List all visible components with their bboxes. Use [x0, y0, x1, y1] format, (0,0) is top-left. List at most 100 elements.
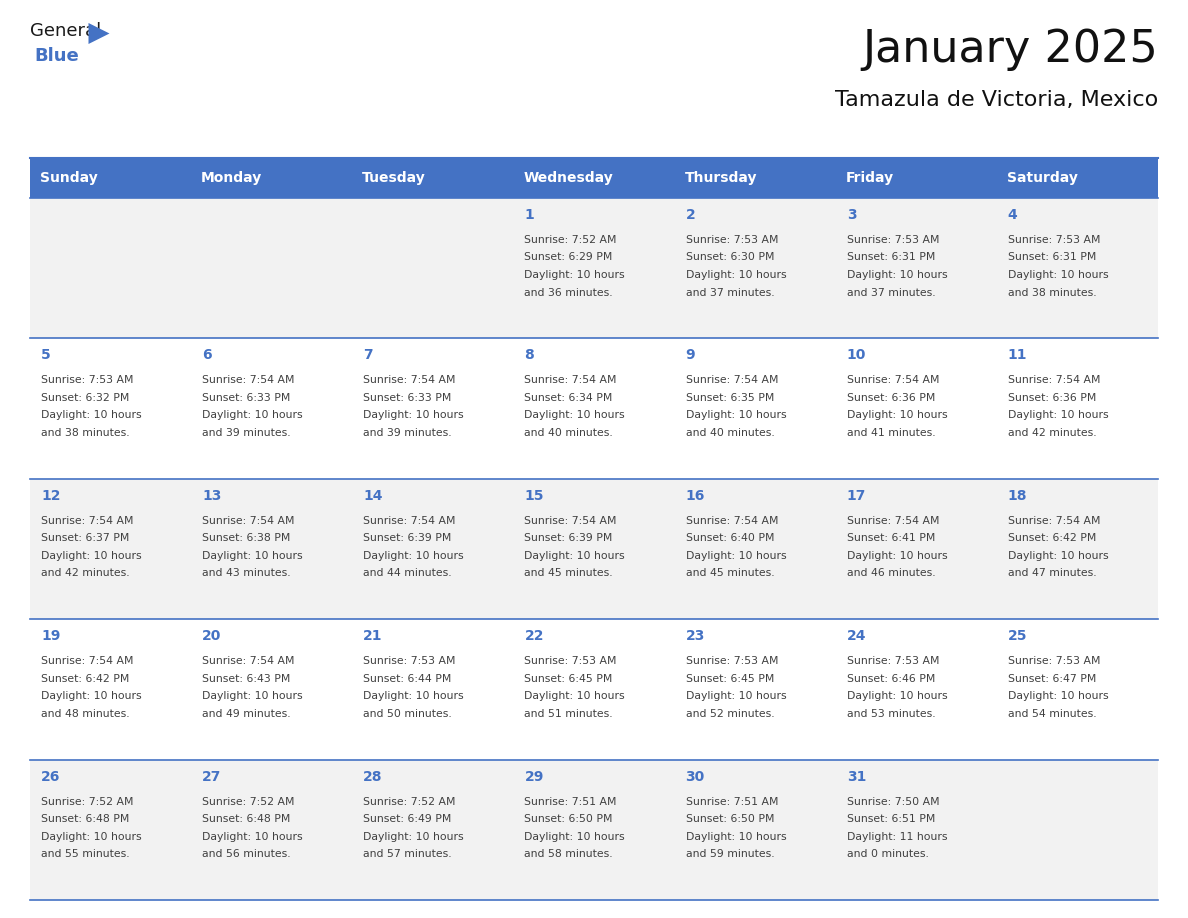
Text: Daylight: 10 hours: Daylight: 10 hours — [685, 832, 786, 842]
Text: and 54 minutes.: and 54 minutes. — [1007, 709, 1097, 719]
Text: Daylight: 10 hours: Daylight: 10 hours — [1007, 410, 1108, 420]
Text: 18: 18 — [1007, 488, 1028, 503]
Text: and 0 minutes.: and 0 minutes. — [847, 849, 929, 859]
Text: and 39 minutes.: and 39 minutes. — [202, 428, 291, 438]
Text: Sunrise: 7:51 AM: Sunrise: 7:51 AM — [685, 797, 778, 807]
Text: and 37 minutes.: and 37 minutes. — [847, 287, 935, 297]
Text: Sunset: 6:43 PM: Sunset: 6:43 PM — [202, 674, 291, 684]
Text: Daylight: 10 hours: Daylight: 10 hours — [524, 551, 625, 561]
Text: and 50 minutes.: and 50 minutes. — [364, 709, 453, 719]
Text: Sunset: 6:42 PM: Sunset: 6:42 PM — [1007, 533, 1097, 543]
Text: 21: 21 — [364, 629, 383, 644]
Text: 30: 30 — [685, 769, 704, 784]
Text: 29: 29 — [524, 769, 544, 784]
Text: Daylight: 10 hours: Daylight: 10 hours — [202, 551, 303, 561]
Bar — [30, 339, 1158, 479]
Text: 26: 26 — [42, 769, 61, 784]
Text: and 52 minutes.: and 52 minutes. — [685, 709, 775, 719]
Text: Sunset: 6:33 PM: Sunset: 6:33 PM — [364, 393, 451, 403]
Text: and 42 minutes.: and 42 minutes. — [42, 568, 129, 578]
Text: 2: 2 — [685, 208, 695, 222]
Text: Sunset: 6:50 PM: Sunset: 6:50 PM — [685, 814, 775, 824]
Text: 23: 23 — [685, 629, 704, 644]
Bar — [675, 158, 835, 198]
Text: Daylight: 10 hours: Daylight: 10 hours — [42, 832, 141, 842]
Text: 14: 14 — [364, 488, 383, 503]
Text: Sunset: 6:33 PM: Sunset: 6:33 PM — [202, 393, 291, 403]
Text: and 53 minutes.: and 53 minutes. — [847, 709, 935, 719]
Text: 1: 1 — [524, 208, 535, 222]
Text: 15: 15 — [524, 488, 544, 503]
Text: Sunrise: 7:54 AM: Sunrise: 7:54 AM — [364, 516, 456, 526]
Text: 28: 28 — [364, 769, 383, 784]
Text: and 40 minutes.: and 40 minutes. — [524, 428, 613, 438]
Text: Blue: Blue — [34, 47, 80, 65]
Text: 22: 22 — [524, 629, 544, 644]
Text: Sunrise: 7:52 AM: Sunrise: 7:52 AM — [524, 235, 617, 245]
Text: and 49 minutes.: and 49 minutes. — [202, 709, 291, 719]
Text: Saturday: Saturday — [1007, 171, 1078, 185]
Text: Sunset: 6:48 PM: Sunset: 6:48 PM — [42, 814, 129, 824]
Text: 19: 19 — [42, 629, 61, 644]
Text: and 38 minutes.: and 38 minutes. — [42, 428, 129, 438]
Text: Daylight: 10 hours: Daylight: 10 hours — [685, 410, 786, 420]
Text: Sunrise: 7:54 AM: Sunrise: 7:54 AM — [685, 516, 778, 526]
Text: Sunrise: 7:54 AM: Sunrise: 7:54 AM — [364, 375, 456, 386]
Text: Daylight: 10 hours: Daylight: 10 hours — [847, 691, 947, 701]
Bar — [835, 158, 997, 198]
Text: Sunset: 6:47 PM: Sunset: 6:47 PM — [1007, 674, 1097, 684]
Text: Sunrise: 7:54 AM: Sunrise: 7:54 AM — [847, 516, 940, 526]
Text: Friday: Friday — [846, 171, 893, 185]
Text: Sunrise: 7:53 AM: Sunrise: 7:53 AM — [42, 375, 133, 386]
Text: Sunrise: 7:52 AM: Sunrise: 7:52 AM — [364, 797, 456, 807]
Bar — [997, 158, 1158, 198]
Text: 27: 27 — [202, 769, 221, 784]
Text: Sunrise: 7:52 AM: Sunrise: 7:52 AM — [42, 797, 133, 807]
Text: 11: 11 — [1007, 349, 1028, 363]
Bar — [513, 158, 675, 198]
Text: Sunrise: 7:51 AM: Sunrise: 7:51 AM — [524, 797, 617, 807]
Text: Daylight: 10 hours: Daylight: 10 hours — [524, 270, 625, 280]
Text: Sunset: 6:38 PM: Sunset: 6:38 PM — [202, 533, 291, 543]
Text: 4: 4 — [1007, 208, 1018, 222]
Bar — [30, 198, 1158, 339]
Text: Sunday: Sunday — [40, 171, 97, 185]
Text: Monday: Monday — [201, 171, 263, 185]
Text: and 45 minutes.: and 45 minutes. — [524, 568, 613, 578]
Text: Sunrise: 7:52 AM: Sunrise: 7:52 AM — [202, 797, 295, 807]
Text: and 48 minutes.: and 48 minutes. — [42, 709, 129, 719]
Text: 8: 8 — [524, 349, 535, 363]
Text: and 44 minutes.: and 44 minutes. — [364, 568, 451, 578]
Text: January 2025: January 2025 — [862, 28, 1158, 71]
Text: Sunset: 6:40 PM: Sunset: 6:40 PM — [685, 533, 775, 543]
Text: Daylight: 10 hours: Daylight: 10 hours — [202, 832, 303, 842]
Text: 3: 3 — [847, 208, 857, 222]
Text: and 40 minutes.: and 40 minutes. — [685, 428, 775, 438]
Text: and 42 minutes.: and 42 minutes. — [1007, 428, 1097, 438]
Text: and 57 minutes.: and 57 minutes. — [364, 849, 451, 859]
Text: Sunset: 6:51 PM: Sunset: 6:51 PM — [847, 814, 935, 824]
Text: 16: 16 — [685, 488, 704, 503]
Text: Sunrise: 7:53 AM: Sunrise: 7:53 AM — [847, 235, 940, 245]
Text: Daylight: 10 hours: Daylight: 10 hours — [524, 832, 625, 842]
Text: Sunset: 6:37 PM: Sunset: 6:37 PM — [42, 533, 129, 543]
Text: 6: 6 — [202, 349, 211, 363]
Text: Daylight: 10 hours: Daylight: 10 hours — [42, 691, 141, 701]
Text: 25: 25 — [1007, 629, 1028, 644]
Text: Daylight: 10 hours: Daylight: 10 hours — [685, 551, 786, 561]
Text: and 46 minutes.: and 46 minutes. — [847, 568, 935, 578]
Text: Daylight: 11 hours: Daylight: 11 hours — [847, 832, 947, 842]
Text: and 51 minutes.: and 51 minutes. — [524, 709, 613, 719]
Text: Sunset: 6:36 PM: Sunset: 6:36 PM — [1007, 393, 1097, 403]
Text: Sunset: 6:45 PM: Sunset: 6:45 PM — [685, 674, 773, 684]
Text: and 55 minutes.: and 55 minutes. — [42, 849, 129, 859]
Polygon shape — [88, 23, 109, 44]
Text: Sunset: 6:34 PM: Sunset: 6:34 PM — [524, 393, 613, 403]
Text: Sunset: 6:30 PM: Sunset: 6:30 PM — [685, 252, 775, 263]
Text: and 47 minutes.: and 47 minutes. — [1007, 568, 1097, 578]
Text: Daylight: 10 hours: Daylight: 10 hours — [847, 410, 947, 420]
Text: 24: 24 — [847, 629, 866, 644]
Bar — [30, 479, 1158, 620]
Text: and 59 minutes.: and 59 minutes. — [685, 849, 775, 859]
Text: Daylight: 10 hours: Daylight: 10 hours — [364, 691, 463, 701]
